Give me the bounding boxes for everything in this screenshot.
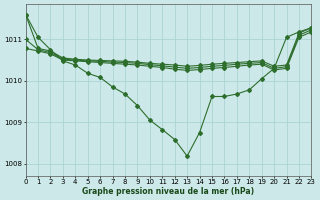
X-axis label: Graphe pression niveau de la mer (hPa): Graphe pression niveau de la mer (hPa) (83, 187, 255, 196)
